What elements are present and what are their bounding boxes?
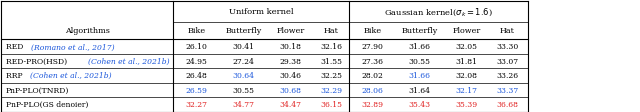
Text: 33.26: 33.26 — [497, 72, 518, 80]
Text: 36.15: 36.15 — [321, 100, 342, 108]
Text: 30.68: 30.68 — [280, 86, 301, 94]
Text: RRP: RRP — [6, 72, 25, 80]
Text: 36.68: 36.68 — [497, 100, 518, 108]
Text: PnP-PLO(GS denoier): PnP-PLO(GS denoier) — [6, 100, 88, 108]
Text: Flower: Flower — [452, 27, 481, 35]
Text: (Cohen et al., 2021b): (Cohen et al., 2021b) — [30, 72, 112, 80]
Text: 30.64: 30.64 — [232, 72, 255, 80]
Text: Gaussian kernel($\sigma_k = 1.6$): Gaussian kernel($\sigma_k = 1.6$) — [384, 6, 493, 18]
Text: 30.55: 30.55 — [232, 86, 255, 94]
Text: 27.90: 27.90 — [362, 43, 383, 51]
Text: 31.66: 31.66 — [408, 72, 431, 80]
Text: Algorithms: Algorithms — [65, 27, 109, 35]
Text: Bike: Bike — [364, 27, 381, 35]
Text: RED: RED — [6, 43, 26, 51]
Text: 32.17: 32.17 — [456, 86, 477, 94]
Text: Butterfly: Butterfly — [401, 27, 438, 35]
Text: (Cohen et al., 2021b): (Cohen et al., 2021b) — [88, 57, 170, 65]
Text: Flower: Flower — [276, 27, 305, 35]
Text: 30.55: 30.55 — [408, 57, 431, 65]
Text: 32.29: 32.29 — [321, 86, 342, 94]
Text: 31.81: 31.81 — [456, 57, 477, 65]
Text: 34.77: 34.77 — [232, 100, 255, 108]
Text: 28.06: 28.06 — [362, 86, 383, 94]
Text: 26.59: 26.59 — [186, 86, 207, 94]
Text: 30.46: 30.46 — [280, 72, 301, 80]
Text: 26.10: 26.10 — [186, 43, 207, 51]
Text: 32.89: 32.89 — [362, 100, 383, 108]
Text: 33.37: 33.37 — [497, 86, 518, 94]
Text: 35.43: 35.43 — [408, 100, 431, 108]
Text: (Romano et al., 2017): (Romano et al., 2017) — [31, 43, 115, 51]
Text: 32.08: 32.08 — [456, 72, 477, 80]
Text: 32.25: 32.25 — [321, 72, 342, 80]
Text: 24.95: 24.95 — [186, 57, 207, 65]
Text: 27.36: 27.36 — [362, 57, 383, 65]
Text: Uniform kernel: Uniform kernel — [230, 8, 294, 16]
Text: 33.07: 33.07 — [497, 57, 518, 65]
Text: RED-PRO(HSD): RED-PRO(HSD) — [6, 57, 69, 65]
Text: Bike: Bike — [188, 27, 205, 35]
Text: Hat: Hat — [324, 27, 339, 35]
Text: 32.05: 32.05 — [456, 43, 477, 51]
Text: 31.55: 31.55 — [321, 57, 342, 65]
Text: 32.27: 32.27 — [186, 100, 207, 108]
Text: Hat: Hat — [500, 27, 515, 35]
Text: 27.24: 27.24 — [232, 57, 255, 65]
Text: 32.16: 32.16 — [321, 43, 342, 51]
Text: 30.41: 30.41 — [232, 43, 255, 51]
Text: 30.18: 30.18 — [280, 43, 301, 51]
Text: 31.66: 31.66 — [408, 43, 431, 51]
Text: PnP-PLO(TNRD): PnP-PLO(TNRD) — [6, 86, 69, 94]
Text: 28.02: 28.02 — [362, 72, 383, 80]
Text: 35.39: 35.39 — [456, 100, 477, 108]
Text: 29.38: 29.38 — [280, 57, 301, 65]
Text: Butterfly: Butterfly — [225, 27, 262, 35]
Text: 34.47: 34.47 — [280, 100, 301, 108]
Text: 26.48: 26.48 — [186, 72, 207, 80]
Text: 33.30: 33.30 — [497, 43, 518, 51]
Text: 31.64: 31.64 — [408, 86, 431, 94]
